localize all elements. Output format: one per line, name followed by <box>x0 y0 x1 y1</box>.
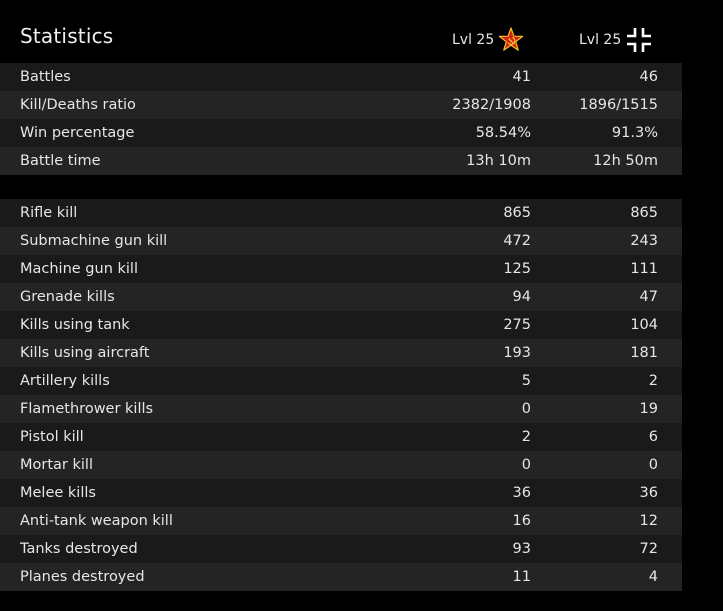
soviet-value: 13h 10m <box>466 153 531 169</box>
german-value: 6 <box>648 429 658 445</box>
summary-table: Battles 41 46 Kill/Deaths ratio 2382/190… <box>0 63 682 175</box>
soviet-value: 41 <box>512 69 531 85</box>
table-row: Kills using aircraft 193 181 <box>0 339 682 367</box>
row-label: Kill/Deaths ratio <box>20 97 136 113</box>
table-row: Machine gun kill 125 111 <box>0 255 682 283</box>
soviet-value: 2382/1908 <box>452 97 531 113</box>
german-value: 111 <box>630 261 658 277</box>
german-value: 2 <box>648 373 658 389</box>
german-value: 19 <box>639 401 658 417</box>
row-label: Machine gun kill <box>20 261 138 277</box>
german-value: 12 <box>639 513 658 529</box>
german-value: 104 <box>630 317 658 333</box>
german-value: 47 <box>639 289 658 305</box>
german-value: 243 <box>630 233 658 249</box>
table-row: Battle time 13h 10m 12h 50m <box>0 147 682 175</box>
row-label: Tanks destroyed <box>20 541 138 557</box>
row-label: Kills using tank <box>20 317 130 333</box>
soviet-value: 16 <box>512 513 531 529</box>
row-label: Mortar kill <box>20 457 93 473</box>
row-label: Pistol kill <box>20 429 84 445</box>
german-value: 1896/1515 <box>579 97 658 113</box>
german-value: 46 <box>639 69 658 85</box>
table-row: Pistol kill 2 6 <box>0 423 682 451</box>
row-label: Grenade kills <box>20 289 115 305</box>
table-row: Melee kills 36 36 <box>0 479 682 507</box>
soviet-value: 193 <box>503 345 531 361</box>
soviet-value: 0 <box>521 457 531 473</box>
row-label: Artillery kills <box>20 373 110 389</box>
soviet-value: 472 <box>503 233 531 249</box>
statistics-header: Statistics Lvl 25 Lvl 25 <box>0 18 682 58</box>
row-label: Flamethrower kills <box>20 401 154 417</box>
row-label: Win percentage <box>20 125 135 141</box>
table-row: Battles 41 46 <box>0 63 682 91</box>
table-row: Flamethrower kills 0 19 <box>0 395 682 423</box>
table-row: Grenade kills 94 47 <box>0 283 682 311</box>
german-faction-header: Lvl 25 <box>579 26 653 54</box>
soviet-value: 58.54% <box>475 125 531 141</box>
german-value: 36 <box>639 485 658 501</box>
row-label: Submachine gun kill <box>20 233 168 249</box>
table-row: Submachine gun kill 472 243 <box>0 227 682 255</box>
row-label: Battle time <box>20 153 101 169</box>
soviet-value: 275 <box>503 317 531 333</box>
soviet-value: 125 <box>503 261 531 277</box>
table-row: Win percentage 58.54% 91.3% <box>0 119 682 147</box>
row-label: Planes destroyed <box>20 569 145 585</box>
table-row: Kill/Deaths ratio 2382/1908 1896/1515 <box>0 91 682 119</box>
soviet-value: 11 <box>512 569 531 585</box>
soviet-value: 0 <box>521 401 531 417</box>
page-title: Statistics <box>20 24 114 48</box>
soviet-value: 36 <box>512 485 531 501</box>
german-value: 91.3% <box>611 125 658 141</box>
row-label: Anti-tank weapon kill <box>20 513 173 529</box>
german-value: 72 <box>639 541 658 557</box>
red-star-hammer-sickle-icon <box>498 27 524 53</box>
row-label: Melee kills <box>20 485 96 501</box>
table-row: Kills using tank 275 104 <box>0 311 682 339</box>
german-value: 181 <box>630 345 658 361</box>
soviet-value: 93 <box>512 541 531 557</box>
soviet-level: Lvl 25 <box>452 32 495 48</box>
german-level: Lvl 25 <box>579 32 622 48</box>
soviet-value: 865 <box>503 205 531 221</box>
kills-table: Rifle kill 865 865 Submachine gun kill 4… <box>0 199 682 591</box>
table-row: Anti-tank weapon kill 16 12 <box>0 507 682 535</box>
table-row: Artillery kills 5 2 <box>0 367 682 395</box>
table-row: Planes destroyed 11 4 <box>0 563 682 591</box>
german-value: 0 <box>648 457 658 473</box>
soviet-value: 2 <box>521 429 531 445</box>
german-value: 865 <box>630 205 658 221</box>
table-row: Tanks destroyed 93 72 <box>0 535 682 563</box>
row-label: Battles <box>20 69 71 85</box>
soviet-faction-header: Lvl 25 <box>452 26 524 54</box>
soviet-value: 5 <box>521 373 531 389</box>
soviet-value: 94 <box>512 289 531 305</box>
balkenkreuz-icon <box>625 26 653 54</box>
row-label: Rifle kill <box>20 205 78 221</box>
table-row: Mortar kill 0 0 <box>0 451 682 479</box>
german-value: 12h 50m <box>593 153 658 169</box>
german-value: 4 <box>648 569 658 585</box>
row-label: Kills using aircraft <box>20 345 150 361</box>
table-row: Rifle kill 865 865 <box>0 199 682 227</box>
